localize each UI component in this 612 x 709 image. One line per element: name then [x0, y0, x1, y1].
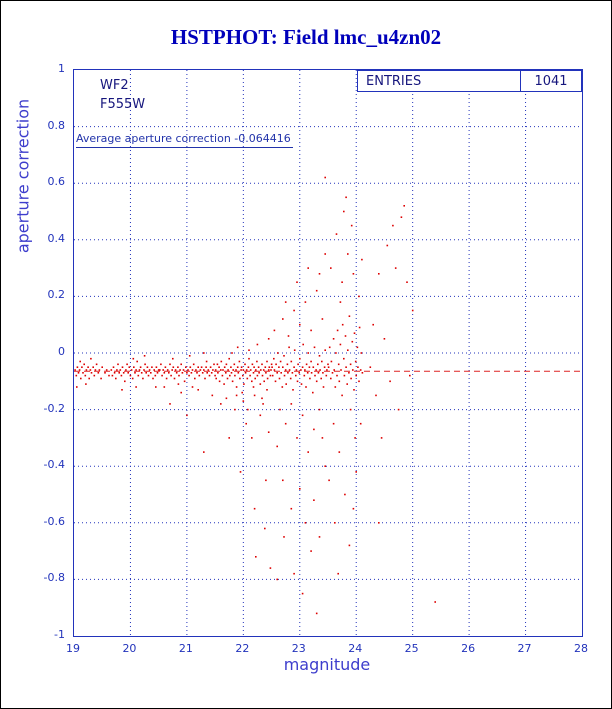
- entries-value: 1041: [534, 73, 568, 89]
- page-title: HSTPHOT: Field lmc_u4zn02: [170, 25, 442, 49]
- entries-box: ENTRIES 1041: [357, 70, 582, 92]
- average-correction-annotation: Average aperture correction -0.064416: [76, 132, 293, 148]
- plot-frame: WF2 F555W Average aperture correction -0…: [73, 69, 583, 637]
- y-tick-label: -0.8: [43, 571, 65, 585]
- y-tick-label: 0: [58, 345, 65, 358]
- y-tick-label: 1: [58, 62, 65, 75]
- y-tick-label: 0.4: [47, 231, 66, 245]
- y-tick-label: 0.2: [47, 288, 66, 302]
- x-tick-label: 20: [122, 642, 137, 655]
- x-tick-label: 24: [348, 642, 363, 655]
- x-tick-label: 23: [291, 642, 306, 655]
- y-tick-label: -0.4: [43, 458, 65, 472]
- x-tick-label: 21: [178, 642, 193, 655]
- x-tick-label: 27: [517, 642, 532, 655]
- filter-label: F555W: [100, 97, 146, 112]
- camera-label: WF2: [100, 78, 129, 93]
- x-tick-label: 25: [404, 642, 419, 655]
- scatter-plot-canvas: [74, 70, 582, 636]
- y-tick-label: -1: [54, 628, 65, 641]
- entries-divider: [520, 71, 521, 91]
- y-tick-label: 0.8: [47, 118, 66, 132]
- y-tick-label: -0.2: [43, 401, 65, 415]
- x-axis-label: magnitude: [283, 655, 371, 674]
- x-tick-label: 28: [574, 642, 588, 655]
- y-tick-label: 0.6: [47, 175, 66, 189]
- x-tick-label: 26: [461, 642, 476, 655]
- entries-label: ENTRIES: [366, 73, 422, 89]
- y-tick-label: -0.6: [43, 514, 65, 528]
- x-tick-label: 22: [235, 642, 250, 655]
- y-axis-label: aperture correction: [13, 98, 33, 254]
- x-tick-label: 19: [66, 642, 80, 655]
